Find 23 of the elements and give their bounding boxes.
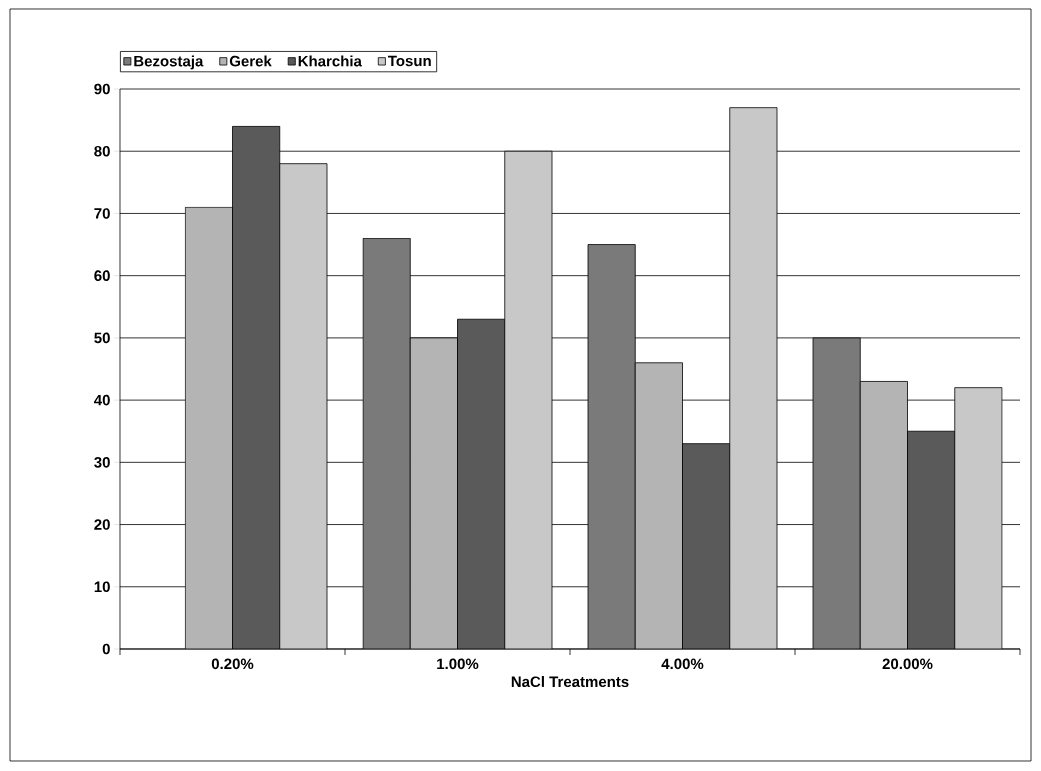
y-tick-label: 90 xyxy=(94,83,110,95)
x-tick-label: 1.00% xyxy=(437,658,479,670)
bar xyxy=(729,107,778,649)
x-tick-label: 0.20% xyxy=(211,658,254,670)
legend-label: Gerek xyxy=(229,55,272,67)
x-tick-label: 20.00% xyxy=(882,658,933,670)
y-tick-label: 80 xyxy=(94,145,110,157)
y-tick-label: 0 xyxy=(102,643,110,655)
x-tick-label: 4.00% xyxy=(661,658,704,670)
legend-label: Kharchia xyxy=(298,55,362,67)
legend-label: Bezostaja xyxy=(134,55,204,70)
bar xyxy=(504,150,553,649)
y-tick-label: 70 xyxy=(94,208,110,219)
bar xyxy=(279,163,328,649)
y-tick-label: 50 xyxy=(94,332,110,344)
y-tick-label: 30 xyxy=(94,457,110,468)
y-tick-label: 60 xyxy=(94,270,110,281)
y-tick-label: 10 xyxy=(94,581,110,593)
x-axis-title: NaCl Treatments xyxy=(511,676,629,688)
legend-label: Tosun xyxy=(387,55,431,67)
y-tick-label: 40 xyxy=(94,394,110,406)
bar xyxy=(954,387,1003,649)
y-tick-label: 20 xyxy=(94,519,110,530)
